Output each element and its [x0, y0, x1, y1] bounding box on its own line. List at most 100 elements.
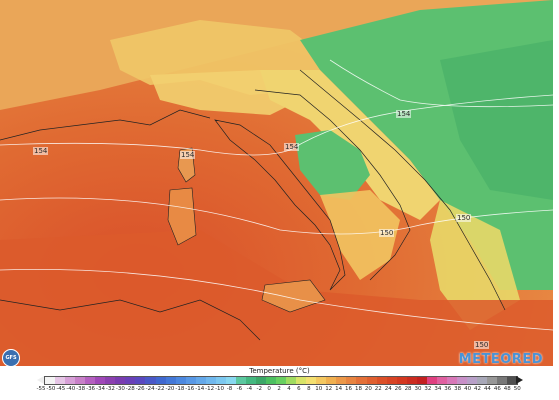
legend-swatch — [446, 377, 457, 384]
isobar-line — [329, 59, 553, 108]
temperature-map: 154 154 154 154 150 150 150 GFS METEORED — [0, 0, 553, 366]
legend-swatch — [366, 377, 377, 384]
legend-tick-label: 24 — [384, 386, 392, 392]
legend-swatch — [426, 377, 437, 384]
central-italy-green — [295, 130, 370, 200]
legend-swatch — [185, 377, 196, 384]
legend-tick-label: 48 — [503, 386, 511, 392]
legend-tick-label: -14 — [195, 386, 205, 392]
legend-swatch — [55, 377, 66, 384]
legend-swatch — [255, 377, 267, 384]
legend-tick-label: 0 — [267, 386, 271, 392]
legend-swatch — [45, 377, 56, 384]
legend-swatch — [356, 377, 367, 384]
legend-arrow-left — [37, 376, 44, 384]
legend-tick-label: 12 — [325, 386, 333, 392]
isobar-label: 154 — [33, 147, 49, 155]
legend-tick-label: 22 — [374, 386, 382, 392]
legend-tick-label: -32 — [105, 386, 115, 392]
legend-swatch — [326, 377, 337, 384]
isobar-label: 150 — [379, 229, 395, 237]
legend-swatch — [266, 377, 277, 384]
legend-tick-label: 38 — [454, 386, 462, 392]
legend-tick-label: 28 — [404, 386, 412, 392]
legend-tick-label: -12 — [205, 386, 215, 392]
legend-tick-label: 32 — [424, 386, 432, 392]
legend-swatch — [155, 377, 166, 384]
legend-swatch — [336, 377, 347, 384]
legend-swatch — [145, 377, 156, 384]
legend-tick-label: 6 — [297, 386, 301, 392]
legend-tick-label: -6 — [236, 386, 243, 392]
po-valley — [150, 70, 300, 115]
gfs-logo: GFS — [2, 349, 20, 366]
legend-tick-label: 2 — [277, 386, 281, 392]
legend-swatch — [135, 377, 146, 384]
legend-swatch — [346, 377, 357, 384]
isobar-label: 154 — [180, 151, 196, 159]
sardinia — [167, 187, 197, 246]
legend-swatch — [416, 377, 427, 384]
adriatic-coast — [254, 89, 411, 281]
legend-swatch — [386, 377, 397, 384]
legend-color-bar — [44, 376, 518, 385]
legend-tick-label: 34 — [434, 386, 442, 392]
legend-swatch — [477, 377, 488, 384]
legend-swatch — [286, 377, 297, 384]
legend-swatch — [95, 377, 106, 384]
sicily — [261, 279, 326, 313]
legend-arrow-right — [516, 376, 523, 384]
legend-ticks: -55 -50 -45 -40 -38 -36 -34 -32 -30 -28 -26 -24 -22-… — [36, 386, 522, 396]
legend-tick-label: -36 — [86, 386, 96, 392]
balkan-coast — [299, 69, 506, 311]
legend-swatch — [85, 377, 96, 384]
legend-swatch — [175, 377, 186, 384]
legend-swatch — [306, 377, 317, 384]
legend-tick-label: 16 — [345, 386, 353, 392]
legend-swatch — [115, 377, 126, 384]
legend-tick-label: 44 — [483, 386, 491, 392]
legend-swatch — [195, 377, 206, 384]
legend-swatch — [235, 377, 246, 384]
legend-tick-label: 36 — [444, 386, 452, 392]
legend-tick-label: 42 — [474, 386, 482, 392]
legend-tick-label: -26 — [135, 386, 145, 392]
legend-swatch — [436, 377, 447, 384]
legend-swatch — [225, 377, 236, 384]
legend-tick-label: -34 — [96, 386, 105, 392]
legend-tick-label: -55 — [36, 386, 46, 392]
legend-swatch — [75, 377, 86, 384]
legend-tick-label: 14 — [335, 386, 343, 392]
legend-swatch — [276, 377, 287, 384]
legend-tick-label: -45 — [56, 386, 66, 392]
map-canvas — [0, 0, 553, 366]
legend-swatch — [245, 377, 256, 384]
temperature-legend: Temperature (°C) -55 -50 -45 -40 -38 -36 -34 -3… — [0, 366, 559, 400]
legend-tick-label: -22 — [155, 386, 165, 392]
isobar-label: 150 — [456, 214, 472, 222]
legend-swatch — [105, 377, 116, 384]
legend-swatch — [205, 377, 216, 384]
isobar-label: 154 — [284, 143, 300, 151]
legend-tick-label: -28 — [125, 386, 135, 392]
legend-swatch — [406, 377, 417, 384]
isobar-label: 154 — [396, 110, 412, 118]
legend-tick-label: -38 — [76, 386, 86, 392]
legend-tick-label: -20 — [165, 386, 175, 392]
legend-swatch — [65, 377, 76, 384]
legend-tick-label: -40 — [66, 386, 76, 392]
greece-region — [430, 200, 520, 330]
legend-swatch — [507, 377, 518, 384]
africa-coast — [0, 299, 261, 341]
legend-tick-label: 20 — [364, 386, 372, 392]
legend-tick-label: -16 — [185, 386, 195, 392]
legend-swatch — [165, 377, 176, 384]
legend-tick-label: -18 — [175, 386, 185, 392]
france-coast — [0, 109, 211, 141]
legend-swatch — [487, 377, 498, 384]
legend-tick-label: -8 — [226, 386, 233, 392]
legend-tick-label: 46 — [493, 386, 501, 392]
legend-tick-label: -2 — [256, 386, 262, 392]
isobar-line — [0, 268, 553, 331]
legend-swatch — [316, 377, 327, 384]
